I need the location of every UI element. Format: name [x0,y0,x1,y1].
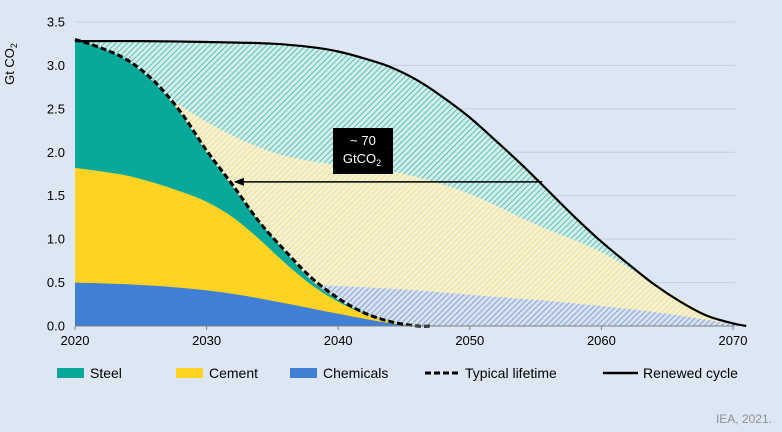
x-tick-label: 2070 [719,333,748,348]
legend-label: Typical lifetime [465,365,557,381]
y-tick-label: 1.5 [47,188,65,203]
y-tick-label: 3.5 [47,15,65,30]
x-tick-label: 2050 [455,333,484,348]
legend: Steel Cement Chemicals Typical lifetime Rene… [57,365,738,381]
area-series [75,39,418,327]
legend-item-steel: Steel [57,365,122,381]
legend-item-chemicals: Chemicals [290,365,388,381]
source-note: IEA, 2021. [715,412,772,426]
x-tick-label: 2060 [587,333,616,348]
axes: 2020 2030 2040 2050 2060 2070 0.0 0.5 1.0 1.5 2.0 2… [2,15,747,349]
annotation-value: ~ 70 [350,133,376,148]
line-typical-lifetime [74,37,431,328]
legend-label: Chemicals [323,365,388,381]
legend-label: Steel [90,365,122,381]
legend-item-cement: Cement [176,365,258,381]
x-tick-label: 2030 [192,333,221,348]
area-chemicals [75,282,418,326]
legend-swatch [176,368,203,378]
y-tick-label: 0.5 [47,275,65,290]
y-tick-label: 3.0 [47,58,65,73]
x-tick-label: 2020 [61,333,90,348]
annotation-box [333,128,393,174]
legend-label: Cement [209,365,258,381]
y-tick-label: 2.0 [47,145,65,160]
annotation-unit: GtCO2 [343,151,381,168]
annotation: ~ 70 GtCO2 [233,128,543,186]
line-renewed-cycle [74,39,747,328]
y-tick-label: 0.0 [47,319,65,334]
y-tick-label: 2.5 [47,101,65,116]
y-tick-label: 1.0 [47,232,65,247]
legend-label: Renewed cycle [643,365,738,381]
legend-swatch [290,368,317,378]
legend-item-renewed-cycle: Renewed cycle [603,365,738,381]
line-series [74,37,747,328]
x-tick-label: 2040 [324,333,353,348]
y-axis-label: Gt CO2 [2,43,19,85]
legend-item-typical-lifetime: Typical lifetime [425,365,557,381]
legend-swatch [57,368,84,378]
